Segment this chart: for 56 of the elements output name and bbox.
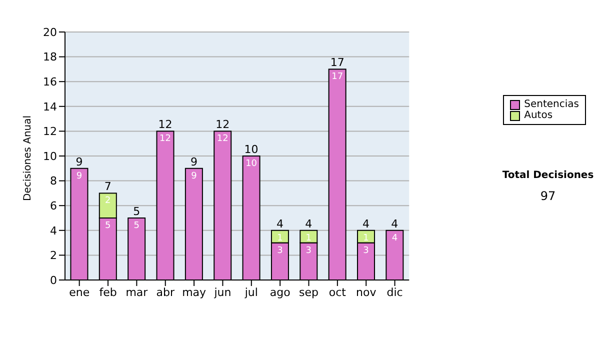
data-label: 12	[160, 134, 171, 144]
y-tick-label: 18	[43, 50, 57, 64]
x-tick-label: ene	[69, 286, 90, 299]
y-tick-label: 20	[43, 26, 57, 39]
x-tick-label: jun	[213, 286, 232, 299]
total-label: 12	[158, 118, 172, 132]
x-tick-label: mar	[126, 286, 148, 299]
y-tick-label: 6	[50, 200, 57, 213]
x-tick-label: ago	[270, 286, 291, 299]
y-tick-label: 0	[50, 274, 57, 287]
legend-label: Autos	[524, 110, 553, 121]
total-label: 4	[362, 217, 370, 230]
total-label: 4	[276, 217, 284, 230]
data-label: 3	[306, 246, 312, 256]
x-tick-label: oct	[328, 286, 347, 299]
total-label: 12	[216, 118, 230, 132]
x-tick-label: nov	[356, 286, 377, 299]
y-tick-label: 8	[50, 174, 57, 188]
total-label: 17	[330, 56, 344, 70]
data-label: 9	[76, 171, 82, 182]
data-label: 9	[191, 171, 198, 182]
total-label: 9	[190, 155, 198, 168]
text: 97	[539, 189, 557, 203]
total-label: 5	[133, 205, 140, 218]
data-label: 1	[363, 233, 369, 244]
y-tick-label: 16	[43, 76, 57, 89]
x-tick-label: sep	[299, 286, 319, 299]
data-label: 3	[277, 246, 283, 256]
y-tick-label: 4	[50, 224, 57, 238]
data-label: 1	[277, 233, 283, 244]
data-label: 5	[134, 221, 140, 231]
data-label: 17	[332, 72, 344, 82]
data-label: 4	[392, 233, 398, 244]
text: Total Decisiones	[501, 170, 595, 181]
total-label: 10	[244, 143, 258, 156]
total-label: 4	[305, 217, 312, 230]
x-tick-label: abr	[156, 286, 175, 299]
y-axis-title: Decisiones Anual	[22, 115, 34, 201]
y-tick-label: 10	[43, 150, 57, 163]
x-tick-label: dic	[386, 286, 403, 299]
data-label: 5	[105, 221, 111, 231]
data-label: 10	[246, 159, 258, 169]
x-tick-label: may	[182, 286, 207, 299]
data-label: 1	[306, 233, 312, 244]
y-tick-label: 12	[43, 125, 57, 138]
data-label: 2	[105, 196, 111, 206]
legend-label: Sentencias	[524, 99, 579, 110]
total-label: 7	[104, 180, 112, 194]
total-label: 9	[76, 155, 83, 168]
data-label: 12	[216, 134, 228, 144]
y-tick-label: 14	[43, 100, 57, 114]
x-tick-label: feb	[99, 286, 117, 299]
total-label: 4	[391, 217, 398, 230]
data-label: 3	[363, 246, 369, 256]
x-tick-label: jul	[244, 286, 258, 299]
y-tick-label: 2	[50, 249, 57, 262]
